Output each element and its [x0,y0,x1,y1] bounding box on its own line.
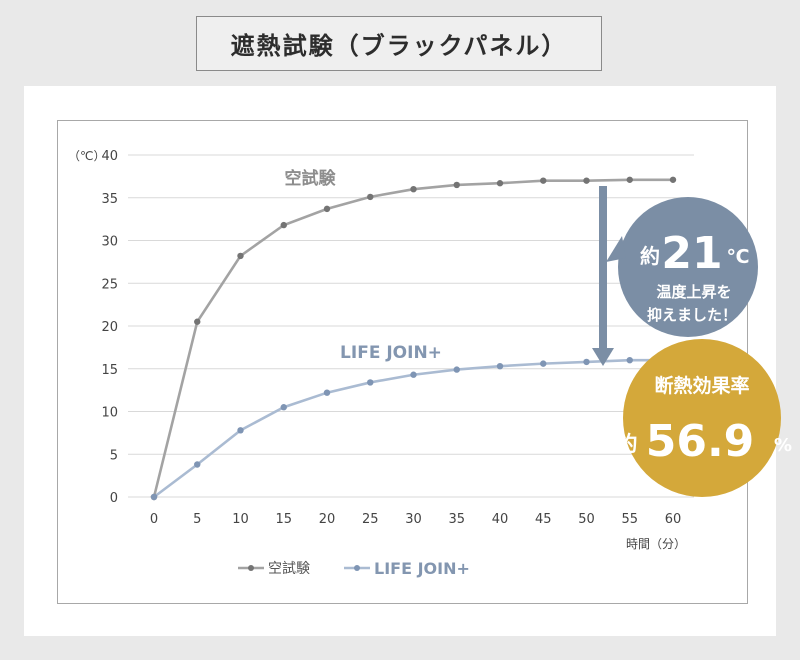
temp-drop-value: 21 [661,228,722,279]
data-point [280,221,287,229]
series-line-1 [153,358,673,499]
temp-drop-line1: 温度上昇を [656,283,731,301]
data-point [150,493,158,501]
x-tick-label: 35 [448,512,465,527]
insulation-unit: % [774,435,792,456]
data-point [194,318,201,325]
data-point [540,360,547,367]
data-point [583,177,590,184]
y-axis-unit: （℃） [68,149,105,163]
data-point [669,176,677,183]
x-tick-label: 10 [232,512,249,527]
data-point [237,252,244,260]
x-tick-label: 40 [492,512,509,527]
data-point [626,176,633,183]
x-tick-label: 45 [535,512,552,527]
y-tick-label: 10 [101,406,118,421]
data-point [323,389,331,396]
y-tick-label: 40 [101,149,118,164]
y-tick-label: 0 [110,491,118,506]
data-point [583,358,590,366]
x-tick-label: 0 [150,512,158,527]
series-lines [152,178,673,499]
insulation-value: 56.9 [646,416,755,467]
x-tick-label: 20 [319,512,336,527]
temp-drop-bubble: 約 21 ℃ 温度上昇を 抑えました！ [606,197,758,337]
x-tick-label: 60 [665,512,682,527]
legend: 空試験 LIFE JOIN+ [238,559,470,578]
x-axis-ticks: 0 5 10 15 20 25 30 35 40 45 50 55 60 [150,512,681,527]
series-label-blank-test: 空試験 [285,168,337,189]
insulation-bubble: 断熱効果率 約 56.9 % [617,339,792,497]
y-tick-label: 5 [110,448,118,463]
insulation-prefix: 約 [617,432,638,456]
series-label-life-join: LIFE JOIN+ [340,343,442,363]
data-point [410,186,417,193]
temp-drop-line2: 抑えました！ [647,306,737,324]
data-point [237,427,244,434]
legend-label-life-join: LIFE JOIN+ [374,559,470,578]
data-point [323,205,331,213]
x-tick-label: 15 [275,512,292,527]
data-point [496,180,504,187]
x-tick-label: 25 [362,512,379,527]
x-axis-label: 時間（分） [626,537,686,551]
data-point [453,181,460,189]
insulation-title: 断熱効果率 [654,374,749,397]
chart-frame [57,120,748,604]
series-line-0 [152,178,673,498]
page-title: 遮熱試験（ブラックパネル） [196,16,602,71]
data-point [453,366,460,373]
series-markers [150,176,677,501]
data-point [194,461,201,468]
data-point [496,362,504,370]
data-point [540,177,547,184]
y-tick-label: 20 [101,320,118,335]
x-tick-label: 5 [193,512,201,527]
temp-drop-unit: ℃ [726,246,749,268]
x-tick-label: 50 [578,512,595,527]
x-tick-label: 55 [621,512,638,527]
data-point [626,357,633,364]
temp-drop-prefix: 約 [640,244,660,268]
reduction-arrow [592,186,614,366]
y-tick-label: 25 [101,277,118,292]
legend-label-blank-test: 空試験 [268,561,310,577]
y-tick-label: 15 [101,363,118,378]
gridlines [128,154,694,498]
y-tick-label: 30 [101,235,118,250]
data-point [410,371,417,378]
data-point [367,379,374,386]
data-point [280,404,287,411]
x-tick-label: 30 [405,512,422,527]
data-point [367,193,374,201]
y-axis-ticks: 0 5 10 15 20 25 30 35 40 [101,149,118,506]
y-tick-label: 35 [101,192,118,207]
